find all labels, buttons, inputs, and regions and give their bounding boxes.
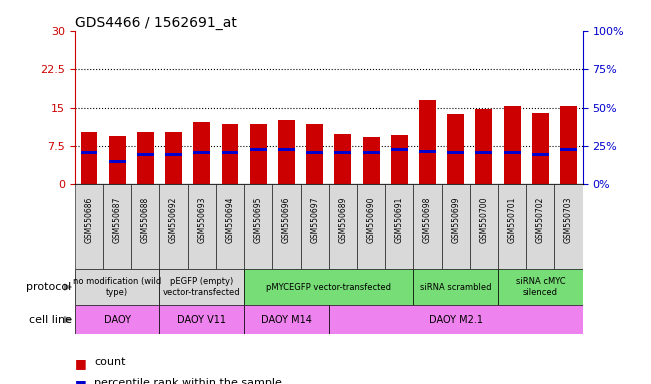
Bar <box>221 124 238 184</box>
Bar <box>498 184 526 269</box>
Bar <box>278 148 295 151</box>
Bar <box>498 269 583 305</box>
Bar <box>244 184 272 269</box>
Text: DAOY M14: DAOY M14 <box>261 314 312 325</box>
Bar <box>335 134 352 184</box>
Bar <box>560 106 577 184</box>
Bar <box>193 122 210 184</box>
Text: GSM550696: GSM550696 <box>282 197 291 243</box>
Text: pEGFP (empty)
vector-transfected: pEGFP (empty) vector-transfected <box>163 277 241 297</box>
Text: GSM550689: GSM550689 <box>339 197 348 243</box>
Bar <box>165 153 182 156</box>
Bar <box>391 148 408 151</box>
Text: ■: ■ <box>75 357 87 370</box>
Bar <box>278 120 295 184</box>
Text: GSM550687: GSM550687 <box>113 197 122 243</box>
Bar <box>447 114 464 184</box>
Text: DAOY: DAOY <box>104 314 131 325</box>
Bar <box>75 305 159 334</box>
Text: GDS4466 / 1562691_at: GDS4466 / 1562691_at <box>75 16 237 30</box>
Text: pMYCEGFP vector-transfected: pMYCEGFP vector-transfected <box>266 283 391 291</box>
Bar <box>75 269 159 305</box>
Bar <box>159 269 244 305</box>
Bar <box>272 184 301 269</box>
Text: GSM550702: GSM550702 <box>536 197 545 243</box>
Text: GSM550698: GSM550698 <box>423 197 432 243</box>
Bar <box>555 184 583 269</box>
Bar <box>137 153 154 156</box>
Text: GSM550701: GSM550701 <box>508 197 517 243</box>
Bar <box>306 124 323 184</box>
Bar <box>216 184 244 269</box>
Bar <box>221 151 238 154</box>
Bar <box>475 151 492 154</box>
Bar <box>187 184 216 269</box>
Bar <box>109 160 126 163</box>
Bar <box>109 136 126 184</box>
Bar <box>385 184 413 269</box>
Text: no modification (wild
type): no modification (wild type) <box>73 277 161 297</box>
Text: siRNA scrambled: siRNA scrambled <box>420 283 492 291</box>
Text: GSM550697: GSM550697 <box>310 197 319 243</box>
Text: percentile rank within the sample: percentile rank within the sample <box>94 378 283 384</box>
Bar <box>413 184 441 269</box>
Bar <box>470 184 498 269</box>
Text: GSM550688: GSM550688 <box>141 197 150 243</box>
Bar <box>504 151 521 154</box>
Text: DAOY V11: DAOY V11 <box>177 314 227 325</box>
Text: GSM550692: GSM550692 <box>169 197 178 243</box>
Bar <box>81 132 98 184</box>
Bar <box>335 151 352 154</box>
Bar <box>75 184 103 269</box>
Bar <box>250 124 267 184</box>
Bar <box>306 151 323 154</box>
Bar <box>419 149 436 152</box>
Bar <box>413 269 498 305</box>
Text: GSM550690: GSM550690 <box>367 197 376 243</box>
Bar <box>363 137 380 184</box>
Bar <box>193 151 210 154</box>
Text: GSM550700: GSM550700 <box>479 197 488 243</box>
Bar <box>103 184 132 269</box>
Bar <box>363 151 380 154</box>
Text: protocol: protocol <box>26 282 72 292</box>
Bar <box>532 113 549 184</box>
Bar <box>329 305 583 334</box>
Bar <box>329 184 357 269</box>
Bar <box>357 184 385 269</box>
Bar <box>560 148 577 151</box>
Text: cell line: cell line <box>29 314 72 325</box>
Bar <box>526 184 555 269</box>
Bar <box>391 135 408 184</box>
Bar <box>475 109 492 184</box>
Text: count: count <box>94 357 126 367</box>
Text: GSM550699: GSM550699 <box>451 197 460 243</box>
Bar <box>165 132 182 184</box>
Text: siRNA cMYC
silenced: siRNA cMYC silenced <box>516 277 565 297</box>
Text: GSM550703: GSM550703 <box>564 197 573 243</box>
Text: GSM550691: GSM550691 <box>395 197 404 243</box>
Bar <box>419 100 436 184</box>
Text: GSM550693: GSM550693 <box>197 197 206 243</box>
Text: ■: ■ <box>75 378 87 384</box>
Bar <box>447 151 464 154</box>
Bar <box>132 184 159 269</box>
Bar <box>250 148 267 151</box>
Bar <box>504 106 521 184</box>
Bar <box>244 305 329 334</box>
Text: GSM550695: GSM550695 <box>254 197 263 243</box>
Bar <box>159 305 244 334</box>
Bar <box>244 269 413 305</box>
Bar <box>441 184 470 269</box>
Bar <box>159 184 187 269</box>
Bar <box>301 184 329 269</box>
Text: DAOY M2.1: DAOY M2.1 <box>429 314 482 325</box>
Bar <box>137 132 154 184</box>
Text: GSM550694: GSM550694 <box>225 197 234 243</box>
Bar <box>81 151 98 154</box>
Text: GSM550686: GSM550686 <box>85 197 94 243</box>
Bar <box>532 153 549 156</box>
